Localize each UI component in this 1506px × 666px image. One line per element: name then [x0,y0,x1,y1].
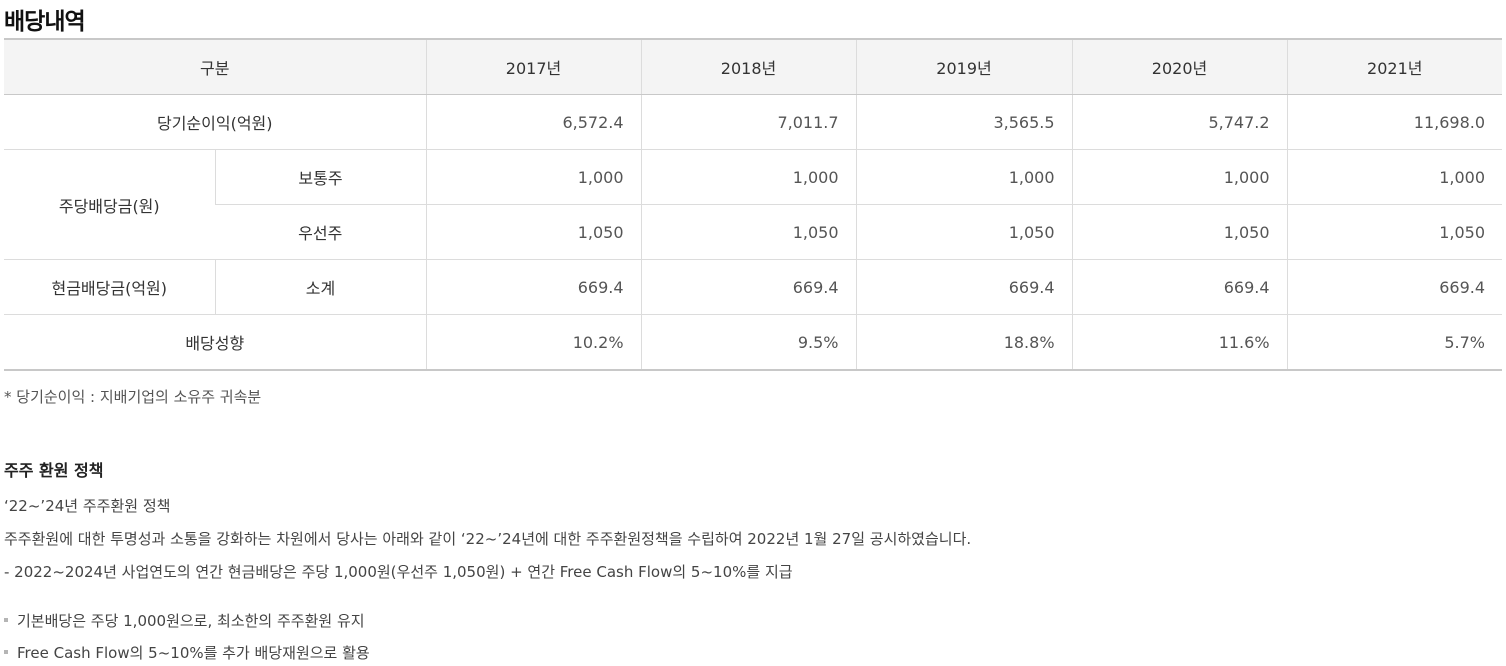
header-year: 2020년 [1071,38,1288,95]
policy-heading: 주주 환원 정책 [4,461,104,480]
table-row-cash-dividend: 현금배당금(억원) 소계 669.4 669.4 669.4 669.4 669… [4,259,1503,315]
table-cell: 5,747.2 [1071,94,1288,150]
table-cell: 1,000 [640,149,857,205]
row-label: 배당성향 [4,314,427,371]
table-cell: 18.8% [855,314,1073,371]
table-header-row: 구분 2017년 2018년 2019년 2020년 2021년 [4,38,1503,95]
row-sublabel: 보통주 [214,149,427,205]
table-cell: 1,050 [855,204,1073,260]
list-item: Free Cash Flow의 5~10%를 추가 배당재원으로 활용 [4,642,370,663]
table-cell: 1,050 [425,204,642,260]
header-category: 구분 [4,38,427,95]
row-sublabel: 우선주 [215,204,427,260]
table-cell: 11,698.0 [1286,94,1503,150]
table-row-dps-common: 주당배당금(원) 보통주 1,000 1,000 1,000 1,000 1,0… [4,149,1503,260]
dividend-table: 구분 2017년 2018년 2019년 2020년 2021년 당기순이익(억… [4,38,1503,371]
list-item-text: Free Cash Flow의 5~10%를 추가 배당재원으로 활용 [17,644,370,662]
table-cell: 3,565.5 [855,94,1073,150]
table-cell: 669.4 [855,259,1073,315]
list-item-text: 기본배당은 주당 1,000원으로, 최소한의 주주환원 유지 [17,612,365,630]
row-label: 당기순이익(억원) [4,94,427,150]
table-row-net-income: 당기순이익(억원) 6,572.4 7,011.7 3,565.5 5,747.… [4,94,1503,150]
policy-description: 주주환원에 대한 투명성과 소통을 강화하는 차원에서 당사는 아래와 같이 ‘… [4,530,972,548]
policy-subtitle: ‘22~’24년 주주환원 정책 [4,497,171,515]
header-year: 2017년 [425,38,642,95]
table-row-payout-ratio: 배당성향 10.2% 9.5% 18.8% 11.6% 5.7% [4,314,1503,371]
table-cell: 11.6% [1071,314,1288,371]
policy-detail: - 2022~2024년 사업연도의 연간 현금배당은 주당 1,000원(우선… [4,563,793,581]
table-cell: 7,011.7 [640,94,857,150]
header-year: 2019년 [855,38,1073,95]
list-item: 기본배당은 주당 1,000원으로, 최소한의 주주환원 유지 [4,610,365,631]
row-sublabel: 소계 [214,259,427,315]
table-cell: 1,000 [425,149,642,205]
row-label: 현금배당금(억원) [4,259,215,315]
table-cell: 6,572.4 [425,94,642,150]
table-cell: 1,000 [855,149,1073,205]
page-title: 배당내역 [4,9,86,35]
row-label: 주당배당금(원) [4,149,215,260]
table-cell: 5.7% [1286,314,1503,371]
header-year: 2018년 [640,38,857,95]
header-year: 2021년 [1286,38,1503,95]
table-cell: 9.5% [640,314,857,371]
table-cell: 669.4 [1071,259,1288,315]
table-cell: 1,050 [1286,204,1503,260]
bullet-icon [4,649,8,654]
table-cell: 1,050 [640,204,857,260]
table-row-dps-preferred: 우선주 1,050 1,050 1,050 1,050 1,050 [4,204,1503,260]
table-cell: 1,050 [1071,204,1288,260]
table-cell: 1,000 [1071,149,1288,205]
footnote: * 당기순이익 : 지배기업의 소유주 귀속분 [4,388,262,406]
table-cell: 669.4 [1286,259,1503,315]
bullet-icon [4,617,8,622]
table-cell: 669.4 [640,259,857,315]
table-cell: 10.2% [425,314,642,371]
table-cell: 1,000 [1286,149,1503,205]
table-cell: 669.4 [425,259,642,315]
